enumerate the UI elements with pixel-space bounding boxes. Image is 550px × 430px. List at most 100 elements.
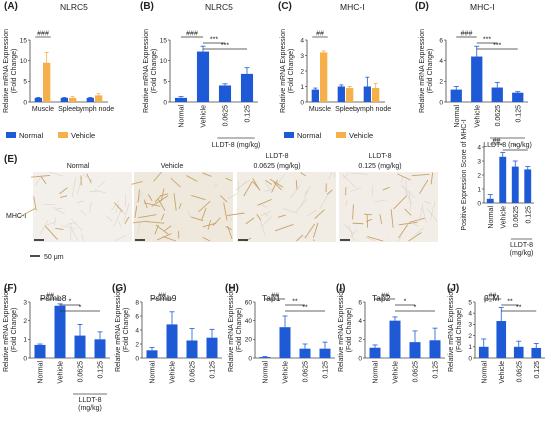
x-tick-label: Vehicle [201, 105, 208, 128]
micrograph-lldt8-0125 [339, 172, 438, 242]
significance-label: ** [292, 299, 298, 306]
x-tick-label: 0.125 [515, 105, 522, 123]
panel-e-row-label: MHC-I [6, 213, 26, 220]
y-axis-label: Positive Expression Score of MHC-I [461, 119, 468, 230]
bar [479, 347, 489, 358]
y-tick-label: 0 [358, 355, 362, 362]
bar [492, 88, 503, 102]
x-tick-label: Vehicle [170, 361, 177, 384]
x-tick-label: 0.0625 [495, 105, 502, 127]
y-tick-label: 40 [245, 318, 253, 325]
x-tick-label: 0.125 [433, 361, 440, 379]
bar [320, 349, 331, 358]
y-tick-label: 3 [477, 158, 481, 165]
significance-label: ## [381, 293, 389, 300]
bar [55, 306, 66, 358]
bar [147, 350, 158, 358]
x-tick-label: 0.125 [98, 361, 105, 379]
bar [75, 336, 86, 358]
y-tick-label: 2 [439, 79, 443, 86]
bar [487, 199, 494, 203]
x-tick-label: 0.125 [525, 206, 532, 224]
significance-label: * [514, 144, 517, 151]
y-tick-label: 1 [23, 337, 27, 344]
x-tick-label: Muscle [309, 106, 331, 113]
bar [300, 349, 311, 358]
bar [338, 87, 345, 103]
significance-label: ** [507, 299, 513, 306]
bar [514, 347, 524, 358]
x-tick-label: Normal [373, 361, 380, 384]
bar [167, 324, 178, 358]
bar [175, 98, 187, 102]
y-tick-label: 6 [135, 313, 139, 320]
x-tick-label: Normal [38, 361, 45, 384]
y-tick-label: 1 [300, 84, 304, 91]
group-label: LLDT-8(mg/kg) [510, 242, 534, 257]
significance-label: ## [271, 293, 279, 300]
y-tick-label: 0 [468, 355, 472, 362]
legend-a-normal-label: Normal [19, 131, 44, 140]
panel-letter-b: (B) [140, 1, 154, 12]
panel-e-image-title-2: Vehicle [161, 163, 184, 170]
y-tick-label: 0 [248, 355, 252, 362]
y-axis-label: Relative mRNA Expression(Fold Change) [115, 288, 130, 372]
significance-label: *** [493, 43, 501, 50]
group-label: LLDT-8(mg/kg) [78, 397, 102, 412]
significance-label: ** [516, 305, 522, 312]
panel-e-letter: (E) [4, 154, 17, 165]
y-tick-label: 2 [300, 68, 304, 75]
x-tick-label: Normal [488, 206, 495, 229]
significance-label: * [79, 305, 82, 312]
y-tick-label: 4 [468, 311, 472, 318]
significance-label: * [404, 299, 407, 306]
bar [241, 74, 253, 102]
y-tick-label: 60 [245, 299, 253, 306]
x-tick-label: Vehicle [393, 361, 400, 384]
y-tick-label: 3 [23, 299, 27, 306]
bar [372, 88, 379, 102]
y-tick-label: 0 [163, 99, 167, 106]
y-tick-label: 6 [439, 37, 443, 44]
significance-label: ## [489, 293, 497, 300]
chart-title-a: NLRC5 [60, 2, 88, 12]
micrograph-vehicle [134, 172, 233, 242]
y-tick-label: 3 [468, 322, 472, 329]
bar [390, 321, 401, 358]
x-tick-label: Lymph node [76, 106, 114, 113]
legend-a-vehicle-swatch [58, 132, 68, 138]
x-tick-label: 0.125 [245, 105, 252, 123]
y-tick-label: 10 [20, 58, 28, 65]
x-tick-label: 0.125 [534, 361, 541, 379]
y-tick-label: 5 [23, 79, 27, 86]
bar [69, 98, 76, 102]
x-tick-label: 0.0625 [190, 361, 197, 383]
y-tick-label: 0 [23, 99, 27, 106]
chart-title-b: NLRC5 [205, 2, 233, 12]
bar [87, 98, 94, 102]
y-tick-label: 15 [160, 37, 168, 44]
chart-title-c: MHC-I [340, 2, 365, 12]
significance-label: ### [37, 31, 49, 38]
significance-label: *** [483, 37, 491, 44]
y-axis-label: Relative mRNA Expression(Fold Change) [3, 29, 18, 113]
x-tick-label: Vehicle [283, 361, 290, 384]
bar [95, 339, 106, 358]
bar [512, 167, 519, 203]
significance-label: *** [210, 37, 218, 44]
bar [95, 95, 102, 102]
y-tick-label: 2 [358, 337, 362, 344]
y-axis-label: Relative mRNA Expression(Fold Change) [228, 288, 243, 372]
x-tick-label: 0.0625 [303, 361, 310, 383]
legend-c-normal-label: Normal [297, 131, 322, 140]
x-tick-label: 0.0625 [78, 361, 85, 383]
panel-letter-c: (C) [278, 1, 292, 12]
